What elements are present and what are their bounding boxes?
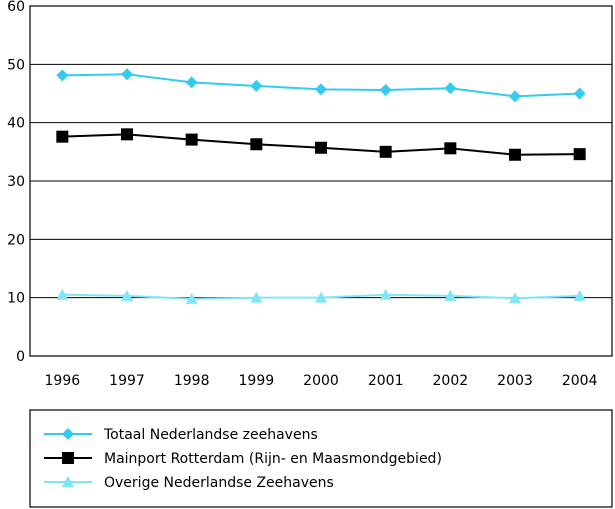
data-point [250, 138, 263, 151]
legend-item: Totaal Nederlandse zeehavens [44, 427, 318, 443]
y-tick-label: 10 [7, 291, 25, 307]
data-point [379, 288, 392, 300]
y-tick-label: 30 [7, 174, 25, 190]
data-point [121, 128, 133, 141]
data-point [185, 292, 198, 304]
data-point [121, 68, 133, 81]
data-point [509, 148, 521, 161]
series-1 [56, 68, 586, 103]
legend-label: Mainport Rotterdam (Rijn- en Maasmondgeb… [104, 451, 442, 467]
data-point [315, 141, 327, 154]
x-tick-label: 1997 [109, 373, 145, 389]
series-3 [56, 288, 586, 304]
legend-item: Mainport Rotterdam (Rijn- en Maasmondgeb… [44, 451, 442, 467]
data-point [573, 87, 586, 100]
data-point [185, 133, 198, 146]
legend: Totaal Nederlandse zeehavens Mainport Rot… [44, 427, 442, 491]
x-tick-label: 2001 [368, 373, 404, 389]
data-point [444, 142, 457, 155]
data-point [379, 84, 392, 96]
data-point [56, 69, 69, 82]
data-point [509, 90, 521, 103]
series-layer [56, 68, 586, 304]
data-point [444, 289, 457, 301]
x-tick-label: 1998 [174, 373, 210, 389]
data-point [315, 291, 327, 303]
x-axis: 1996 1997 1998 1999 2000 2001 2002 2003 2004 [45, 373, 598, 389]
data-point [379, 145, 392, 158]
y-tick-label: 50 [7, 57, 25, 73]
data-point [250, 291, 263, 303]
y-tick-label: 0 [16, 349, 25, 365]
x-tick-label: 1996 [45, 373, 81, 389]
x-tick-label: 2004 [562, 373, 598, 389]
legend-box [29, 409, 613, 508]
data-point [56, 130, 69, 143]
legend-marker [62, 476, 74, 487]
y-tick-label: 60 [7, 0, 25, 15]
data-point [56, 288, 69, 300]
x-tick-label: 2002 [433, 373, 469, 389]
data-point [573, 289, 586, 301]
y-tick-label: 20 [7, 232, 25, 248]
x-tick-label: 1999 [239, 373, 275, 389]
gridlines [30, 63, 612, 299]
data-point [185, 76, 198, 89]
legend-item: Overige Nederlandse Zeehavens [44, 475, 334, 491]
legend-label: Overige Nederlandse Zeehavens [104, 475, 334, 491]
plot-area [29, 5, 613, 357]
data-point [573, 148, 586, 161]
legend-marker [62, 452, 74, 464]
data-point [121, 289, 133, 301]
y-axis: 0 10 20 30 40 50 60 [7, 0, 25, 365]
series-2 [56, 128, 586, 161]
data-point [509, 292, 521, 304]
x-tick-label: 2000 [303, 373, 339, 389]
data-point [250, 79, 263, 92]
legend-marker [62, 428, 74, 440]
data-point [444, 82, 457, 95]
legend-label: Totaal Nederlandse zeehavens [103, 427, 318, 443]
x-tick-label: 2003 [497, 373, 533, 389]
data-point [315, 83, 327, 96]
y-tick-label: 40 [7, 116, 25, 132]
